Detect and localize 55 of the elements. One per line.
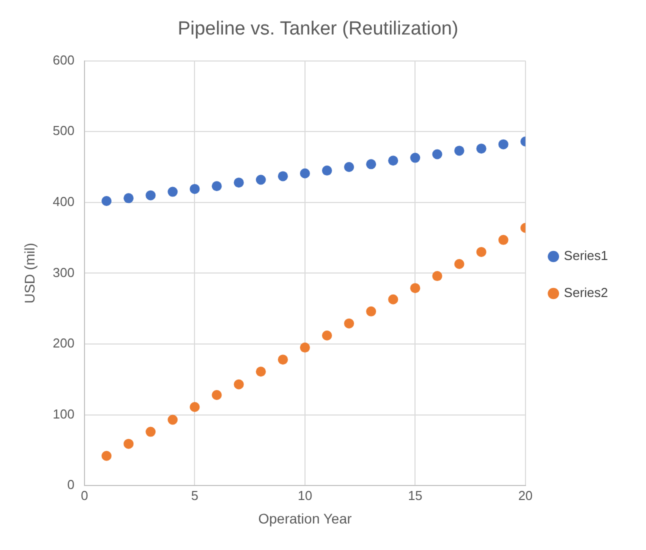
point xyxy=(168,414,178,425)
point xyxy=(278,171,288,182)
chart-title: Pipeline vs. Tanker (Reutilization) xyxy=(178,18,458,40)
point xyxy=(300,342,310,353)
point xyxy=(256,366,266,377)
point xyxy=(432,149,442,160)
point xyxy=(410,283,420,294)
point xyxy=(344,318,354,328)
x-tick-label: 10 xyxy=(298,488,312,503)
point xyxy=(212,390,222,400)
point xyxy=(212,181,222,192)
point xyxy=(344,162,354,172)
x-tick-label: 15 xyxy=(408,488,422,503)
point xyxy=(454,146,464,156)
x-axis-title: Operation Year xyxy=(258,510,352,526)
point xyxy=(432,271,442,282)
point xyxy=(410,152,420,163)
x-tick-label: 5 xyxy=(191,488,198,503)
point xyxy=(256,174,266,185)
point xyxy=(278,354,288,365)
y-tick-label: 600 xyxy=(52,52,74,68)
point xyxy=(366,159,376,170)
point xyxy=(124,438,134,449)
point xyxy=(168,186,178,197)
point xyxy=(102,450,112,461)
y-axis-title: USD (mil) xyxy=(21,242,38,304)
y-tick-label: 100 xyxy=(52,406,74,422)
point xyxy=(366,306,376,316)
legend-label: Series1 xyxy=(564,248,608,264)
point xyxy=(454,258,464,269)
point xyxy=(322,330,332,341)
x-tick-label: 20 xyxy=(518,488,533,503)
point xyxy=(388,294,398,304)
point xyxy=(102,196,112,206)
point xyxy=(234,178,244,188)
point xyxy=(388,156,398,166)
point xyxy=(124,193,134,204)
point xyxy=(146,426,156,437)
point xyxy=(300,168,310,178)
point xyxy=(190,402,200,412)
point xyxy=(234,379,244,390)
point xyxy=(146,190,156,200)
y-tick-label: 400 xyxy=(52,194,74,209)
point xyxy=(498,139,508,150)
y-tick-label: 300 xyxy=(52,264,74,280)
y-tick-label: 500 xyxy=(52,123,74,138)
point xyxy=(322,166,332,176)
legend-label: Series2 xyxy=(564,285,608,300)
x-tick-label: 0 xyxy=(80,488,88,503)
point xyxy=(190,184,200,194)
y-tick-label: 0 xyxy=(67,477,74,492)
point xyxy=(498,234,508,245)
point xyxy=(476,246,486,257)
y-tick-label: 200 xyxy=(52,336,74,351)
point xyxy=(476,144,486,154)
